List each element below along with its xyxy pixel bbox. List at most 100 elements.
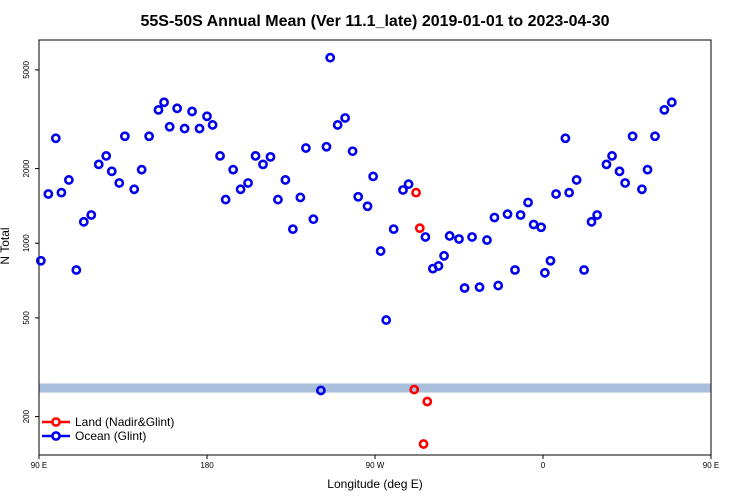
ocean-point xyxy=(315,385,326,396)
ocean-point xyxy=(627,131,638,142)
ocean-point xyxy=(86,210,97,220)
ocean-point xyxy=(459,283,470,293)
ocean-point xyxy=(650,131,660,142)
y-tick-label: 200 xyxy=(22,409,31,423)
y-tick-label: 2000 xyxy=(22,159,31,177)
x-tick-label: 90 E xyxy=(703,461,719,470)
ocean-point xyxy=(642,164,653,175)
land-point xyxy=(418,439,429,449)
ocean-point xyxy=(325,52,336,63)
ocean-point xyxy=(551,189,561,199)
ocean-point xyxy=(265,151,276,162)
reference-band xyxy=(39,383,711,393)
ocean-point xyxy=(101,151,112,161)
ocean-point xyxy=(381,315,392,325)
ocean-point xyxy=(614,166,625,177)
ocean-point xyxy=(403,179,414,190)
ocean-point xyxy=(93,159,104,170)
ocean-point xyxy=(592,210,603,220)
ocean-point xyxy=(571,175,582,185)
ocean-point xyxy=(467,232,477,242)
ocean-point xyxy=(666,97,677,108)
ocean-point xyxy=(63,175,74,185)
ocean-point xyxy=(179,123,190,134)
legend-label-ocean: Ocean (Glint) xyxy=(75,429,146,443)
ocean-point xyxy=(50,133,61,144)
ocean-point xyxy=(353,191,364,202)
ocean-point xyxy=(295,192,306,203)
ocean-point xyxy=(280,175,291,185)
ocean-point xyxy=(362,201,373,212)
ocean-point xyxy=(659,104,670,115)
ocean-point xyxy=(258,159,268,170)
ocean-point xyxy=(187,106,197,117)
ocean-point xyxy=(136,164,147,175)
ocean-point xyxy=(172,103,183,114)
land-point xyxy=(411,187,421,198)
ocean-point xyxy=(398,185,408,195)
ocean-point xyxy=(375,246,386,256)
ocean-point xyxy=(545,255,556,266)
ocean-point xyxy=(202,111,212,122)
ocean-point xyxy=(579,265,589,275)
ocean-point xyxy=(207,120,218,130)
ocean-point xyxy=(523,197,533,208)
x-tick-label: 180 xyxy=(200,461,214,470)
ocean-point xyxy=(301,143,311,153)
land-point xyxy=(414,223,425,234)
ocean-point xyxy=(194,123,205,134)
ocean-point xyxy=(439,250,449,261)
ocean-point xyxy=(129,184,140,195)
ocean-point xyxy=(482,235,492,245)
band-layer xyxy=(39,383,711,393)
ocean-point xyxy=(220,194,231,205)
ocean-point xyxy=(159,97,169,108)
ocean-point xyxy=(347,146,358,157)
ocean-point xyxy=(433,261,444,271)
ocean-point xyxy=(607,151,617,161)
ocean-point xyxy=(586,216,597,227)
x-axis-label: Longitude (deg E) xyxy=(327,477,422,491)
x-tick-label: 90 E xyxy=(31,461,47,470)
ocean-point xyxy=(153,104,164,115)
ocean-point xyxy=(502,209,513,220)
ocean-point xyxy=(308,214,319,225)
ocean-point xyxy=(215,151,225,161)
ocean-point xyxy=(273,194,283,205)
ocean-point xyxy=(321,141,332,152)
chart-title: 55S-50S Annual Mean (Ver 11.1_late) 2019… xyxy=(141,13,610,30)
legend-marker-ocean xyxy=(51,431,61,441)
ocean-point xyxy=(106,166,117,177)
ocean-point xyxy=(287,224,298,235)
ocean-point xyxy=(35,255,46,266)
land-point xyxy=(409,384,420,395)
y-tick-label: 1000 xyxy=(22,234,31,252)
ocean-point xyxy=(601,159,612,170)
ocean-point xyxy=(243,178,253,188)
y-axis-label: N Total xyxy=(0,227,12,264)
ocean-point xyxy=(388,224,399,235)
ocean-point xyxy=(528,219,539,230)
axis-layer: 90 E 180 90 W 0 90 E 200 500 1000 2000 5000 xyxy=(22,39,719,470)
ocean-point xyxy=(78,216,89,227)
legend-label-land: Land (Nadir&Glint) xyxy=(75,415,174,429)
ocean-point xyxy=(637,184,647,195)
x-tick-label: 0 xyxy=(541,461,546,470)
ocean-point xyxy=(228,164,239,175)
ocean-point xyxy=(560,133,571,144)
ocean-point xyxy=(515,210,526,220)
ocean-point xyxy=(474,282,485,293)
x-tick-label: 90 W xyxy=(366,461,385,470)
ocean-point xyxy=(620,178,631,188)
ocean-point xyxy=(489,212,500,223)
ocean-point xyxy=(539,267,550,278)
ocean-point xyxy=(119,131,130,142)
ocean-point xyxy=(444,231,455,241)
legend-marker-land xyxy=(51,417,61,427)
ocean-point xyxy=(71,265,82,275)
point-layer xyxy=(35,52,677,449)
ocean-point xyxy=(510,265,520,275)
ocean-point xyxy=(114,178,125,188)
ocean-point xyxy=(564,187,575,198)
